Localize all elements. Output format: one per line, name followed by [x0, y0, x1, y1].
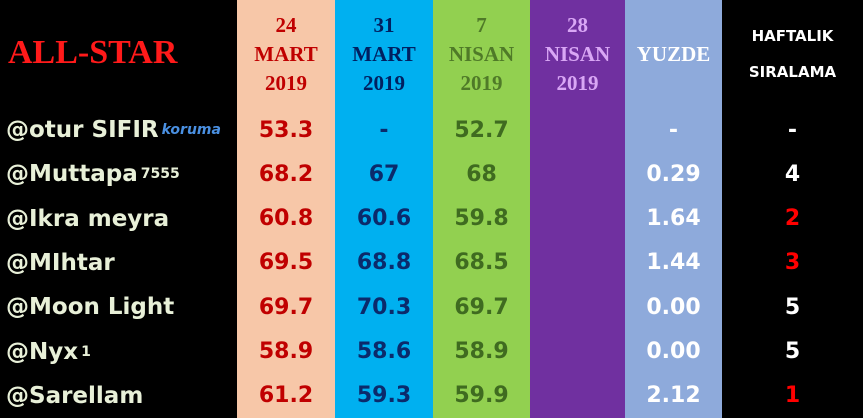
cell: 0.00 [646, 339, 701, 364]
column-header: 31 MART 2019 [335, 0, 433, 108]
cell: 70.3 [356, 294, 412, 320]
header-line: NISAN [448, 41, 515, 66]
name-suffix: koruma [161, 122, 221, 138]
header-line: YUZDE [636, 41, 711, 66]
cell [530, 197, 625, 241]
cell: 5 [784, 294, 801, 320]
row-name: @Ikra meyra [6, 197, 169, 241]
name-text: @Ikra meyra [6, 205, 170, 232]
cell: 61.2 [258, 383, 314, 409]
name-suffix: 7555 [140, 166, 180, 183]
header-line: 24 [275, 12, 297, 37]
name-text: @otur SIFIR [6, 117, 159, 143]
row-name: @Muttapa 7555 [6, 152, 180, 196]
cell: 68 [466, 161, 497, 187]
cell [530, 241, 625, 285]
header-line: 2019 [460, 70, 503, 95]
cell [530, 285, 625, 329]
column: 7 NISAN 2019 52.7 68 59.8 68.5 69.7 58.9 59.9 [433, 0, 530, 418]
cell: 69.5 [258, 250, 314, 276]
column: YUZDE - 0.29 1.64 1.44 0.00 0.00 2.12 [625, 0, 722, 418]
cell: 2.12 [646, 383, 701, 409]
column-header: YUZDE [625, 0, 722, 108]
name-text: @MIhtar [6, 249, 115, 276]
name-suffix: 1 [81, 343, 91, 360]
cell: 69.7 [454, 294, 509, 320]
cell: 0.00 [646, 294, 701, 320]
column-header: 7 NISAN 2019 [433, 0, 530, 108]
name-text: @Sarellam [6, 382, 144, 409]
cell: 60.6 [356, 206, 412, 232]
cell: 68.2 [258, 161, 314, 187]
row-name: @MIhtar [6, 241, 115, 285]
column: 31 MART 2019 - 67 60.6 68.8 70.3 58.6 59.3 [335, 0, 433, 418]
cell: 59.3 [356, 383, 412, 409]
header-line: 7 [476, 12, 487, 37]
header-line: MART [352, 41, 416, 66]
cell: 1 [784, 383, 801, 409]
cell: 1.64 [646, 206, 701, 232]
row-name: @Sarellam [6, 374, 143, 418]
column-header: 28 NISAN 2019 [530, 0, 625, 108]
column: 24 MART 2019 53.3 68.2 60.8 69.5 69.7 58.9 61.2 [237, 0, 335, 418]
cell: 53.3 [258, 117, 314, 143]
cell [530, 374, 625, 418]
row-name: @Nyx 1 [6, 330, 91, 374]
name-text: @Nyx [6, 338, 79, 365]
header-line: 2019 [556, 70, 599, 95]
cell: - [379, 117, 389, 143]
column: HAFTALIK SIRALAMA - 4 2 3 5 5 1 [722, 0, 863, 418]
column: 28 NISAN 2019 [530, 0, 625, 418]
cell: - [787, 117, 798, 143]
header-line: 2019 [265, 70, 307, 95]
column-header: HAFTALIK SIRALAMA [722, 0, 863, 108]
cell: 58.6 [356, 339, 412, 364]
name-text: @Moon Light [6, 294, 175, 321]
cell: 69.7 [258, 294, 314, 320]
cell: - [668, 117, 679, 143]
header-line: 2019 [363, 70, 405, 95]
column-header: 24 MART 2019 [237, 0, 335, 108]
row-name: @otur SIFIR koruma [6, 108, 221, 152]
cell: 60.8 [258, 206, 314, 232]
cell: 68.5 [454, 250, 509, 276]
cell: 59.9 [454, 383, 509, 409]
cell [530, 108, 625, 152]
cell: 58.9 [454, 339, 509, 364]
cell: 2 [784, 206, 801, 232]
cell: 5 [784, 339, 801, 364]
header-line: HAFTALIK [751, 27, 834, 45]
header-line: NISAN [544, 41, 611, 66]
header-line: 28 [567, 12, 588, 37]
header-line: MART [254, 41, 318, 66]
cell: 52.7 [454, 117, 509, 143]
cell: 58.9 [258, 339, 314, 364]
cell: 68.8 [356, 250, 412, 276]
cell: 3 [784, 250, 801, 276]
header-line: SIRALAMA [748, 63, 837, 81]
cell [530, 152, 625, 196]
row-name: @Moon Light [6, 285, 174, 329]
cell [530, 330, 625, 374]
header-line: 31 [373, 12, 395, 37]
cell: 1.44 [646, 250, 701, 276]
cell: 0.29 [646, 161, 701, 187]
cell: 59.8 [454, 206, 509, 232]
cell: 4 [784, 161, 801, 187]
table-title: ALL-STAR [8, 34, 178, 71]
name-text: @Muttapa [6, 161, 138, 188]
cell: 67 [368, 161, 400, 187]
